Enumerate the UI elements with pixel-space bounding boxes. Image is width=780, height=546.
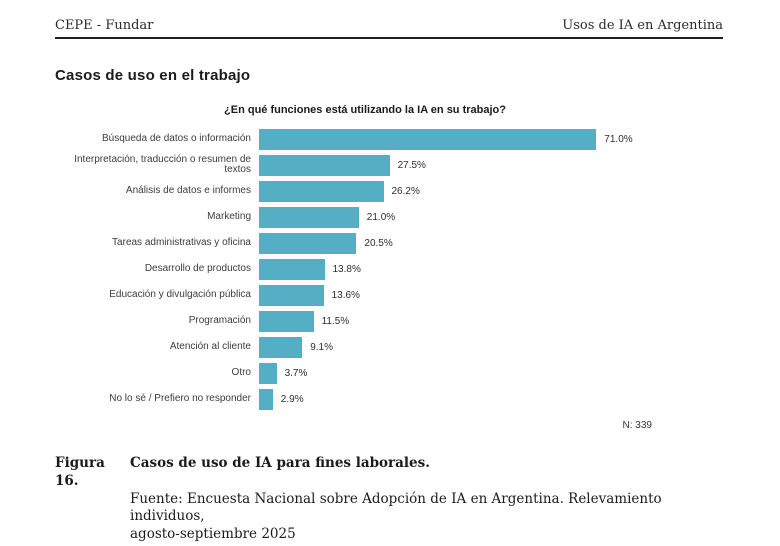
chart-row: Educación y divulgación pública 13.6% [55, 282, 735, 308]
category-label: Búsqueda de datos o información [102, 132, 251, 144]
chart-row: Interpretación, traducción o resumen de … [55, 152, 735, 178]
value-label: 2.9% [280, 393, 304, 405]
value-label: 71.0% [604, 133, 633, 145]
category-label: Desarrollo de productos [144, 262, 251, 274]
value-label: 9.1% [310, 341, 333, 353]
figure-source-line1: Fuente: Encuesta Nacional sobre Adopción… [130, 490, 662, 525]
section-title: Casos de uso en el trabajo [55, 67, 251, 84]
bar [259, 232, 357, 254]
category-label: Interpretación, traducción o resumen de … [74, 153, 251, 175]
chart-row: Atención al cliente 9.1% [55, 334, 735, 360]
bar-chart: ¿En qué funciones está utilizando la IA … [55, 104, 735, 431]
value-label: 20.5% [364, 237, 393, 249]
chart-row: Programación 11.5% [55, 308, 735, 334]
chart-rows: Búsqueda de datos o información 71.0% Inte… [55, 126, 735, 412]
category-label: Tareas administrativas y oficina [112, 236, 251, 248]
header-right-text: Usos de IA en Argentina [562, 18, 723, 33]
page-header: CEPE - Fundar Usos de IA en Argentina [55, 18, 723, 39]
value-label: 21.0% [366, 211, 396, 223]
category-label: Atención al cliente [169, 340, 251, 352]
chart-row: Marketing 21.0% [55, 204, 735, 230]
chart-row: Análisis de datos e informes 26.2% [55, 178, 735, 204]
value-label: 26.2% [391, 185, 420, 197]
category-label: Educación y divulgación pública [109, 288, 251, 300]
bar [259, 258, 325, 280]
bar [259, 206, 359, 228]
chart-row: Otro 3.7% [55, 360, 735, 386]
chart-row: No lo sé / Prefiero no responder 2.9% [55, 386, 735, 412]
value-label: 11.5% [321, 315, 350, 327]
bar [259, 388, 273, 410]
header-left-text: CEPE - Fundar [55, 18, 154, 33]
chart-row: Búsqueda de datos o información 71.0% [55, 126, 735, 152]
category-label: Marketing [207, 210, 251, 222]
bar [259, 336, 303, 358]
bar [259, 180, 384, 202]
category-label: Análisis de datos e informes [125, 184, 251, 196]
bar [259, 154, 390, 176]
category-label: No lo sé / Prefiero no responder [109, 392, 251, 404]
bar [259, 362, 277, 384]
value-label: 27.5% [397, 159, 426, 171]
category-label: Otro [231, 366, 251, 378]
value-label: 13.6% [331, 289, 360, 301]
category-label: Programación [188, 314, 251, 326]
bar [259, 128, 597, 150]
value-label: 13.8% [332, 263, 361, 275]
value-label: 3.7% [284, 367, 308, 379]
figure-caption: Figura 16. Casos de uso de IA para fines… [55, 455, 723, 544]
chart-title: ¿En qué funciones está utilizando la IA … [224, 104, 506, 116]
figure-label: Figura 16. [55, 455, 105, 489]
chart-row: Desarrollo de productos 13.8% [55, 256, 735, 282]
bar [259, 284, 324, 306]
chart-row: Tareas administrativas y oficina 20.5% [55, 230, 735, 256]
figure-source-line2: agosto-septiembre 2025 [130, 526, 296, 543]
figure-title: Casos de uso de IA para fines laborales. [130, 455, 430, 471]
bar [259, 310, 314, 332]
sample-size-note: N: 339 [622, 420, 652, 431]
